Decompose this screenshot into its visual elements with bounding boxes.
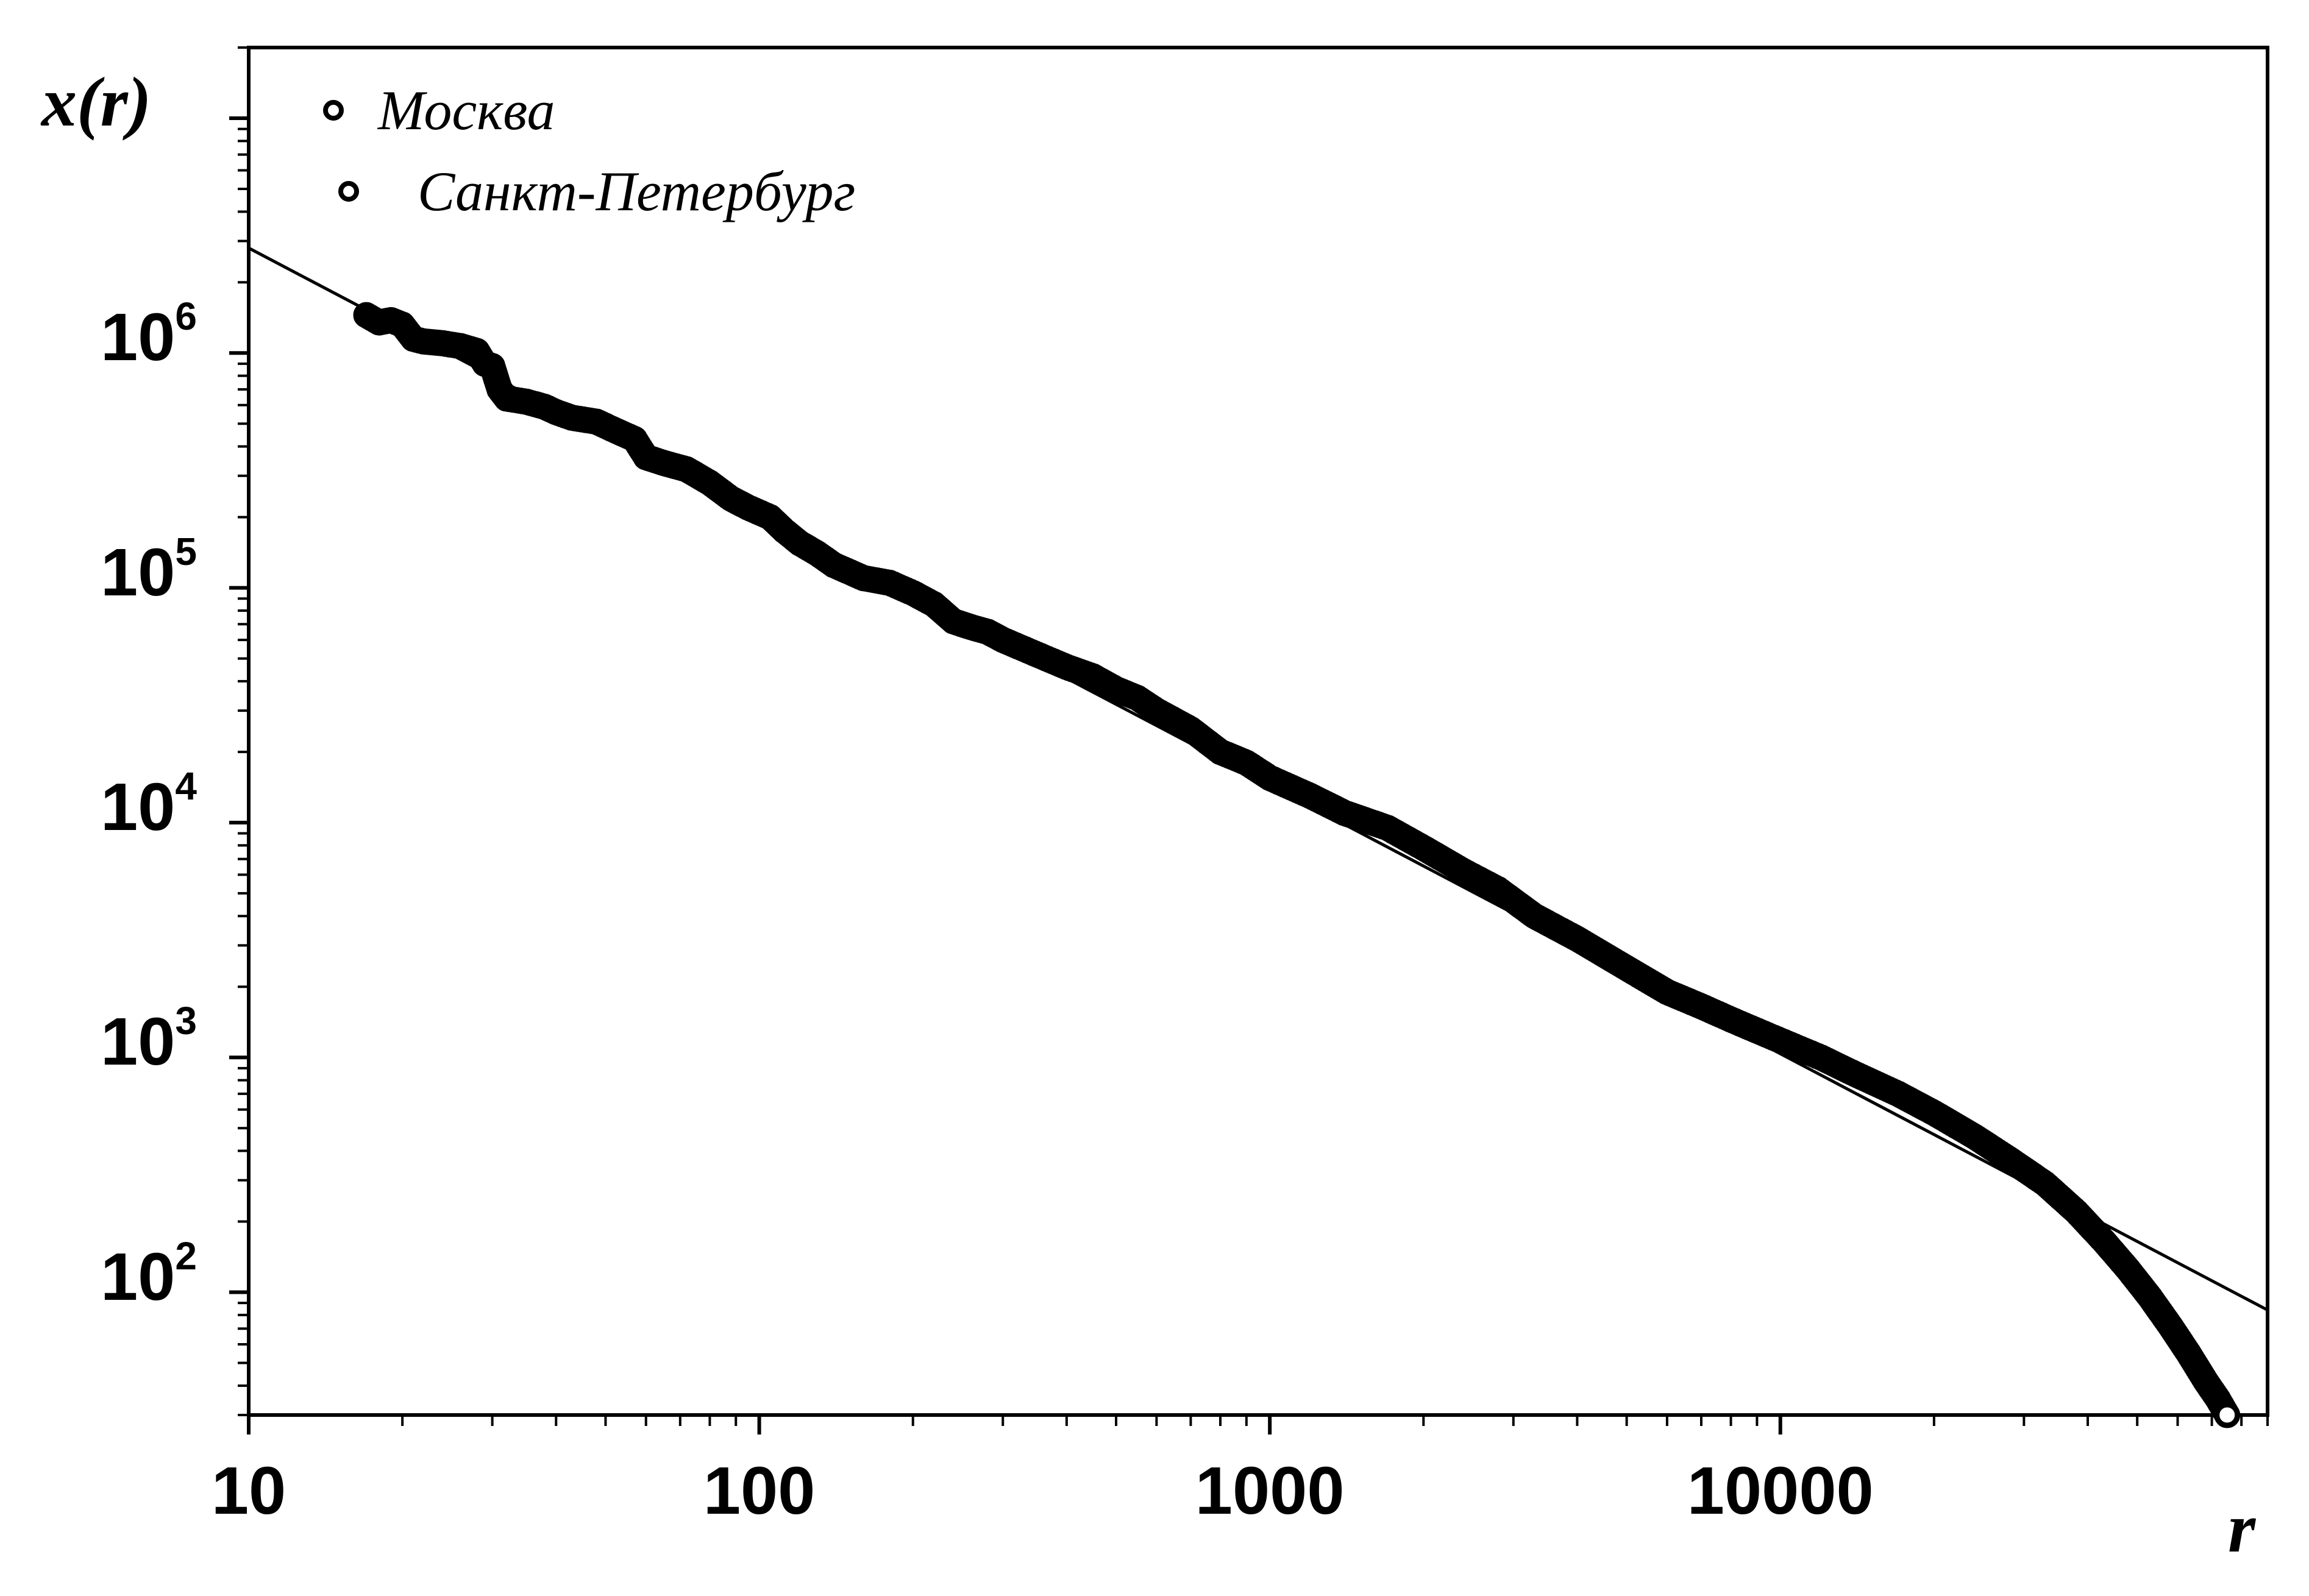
y-tick-exponent: 3 [175,999,197,1043]
data-point [2214,1402,2241,1428]
legend-label-spb: Санкт-Петербург [418,160,856,222]
y-tick-exponent: 4 [175,764,197,808]
data-points [353,302,2241,1428]
y-tick-exponent: 5 [175,529,197,573]
y-tick-base: 10 [101,769,176,845]
y-axis-title-paren: (r) [77,63,152,141]
x-tick-label: 10 [211,1453,286,1528]
axis-ticks [229,46,2269,1435]
y-tick-label: 103 [101,1001,197,1076]
y-tick-label: 105 [101,532,197,606]
y-tick-label: 106 [101,297,197,371]
y-axis-title-main: x [41,63,77,141]
x-tick-label: 1000 [1195,1453,1345,1528]
legend-marker-moscow [323,100,344,121]
legend-marker-spb [338,181,359,202]
y-axis-title: x(r) [41,67,151,138]
y-tick-exponent: 2 [175,1233,197,1278]
x-tick-label: 10000 [1687,1453,1874,1528]
y-tick-base: 10 [101,300,176,375]
legend-label-moscow: Москва [378,79,555,141]
x-axis-title: r [2228,1489,2256,1567]
plot-frame [247,46,2269,1417]
y-tick-label: 104 [101,767,197,841]
y-tick-label: 102 [101,1236,197,1311]
legend-item-spb: Санкт-Петербург [338,163,855,219]
y-tick-base: 10 [101,1239,176,1314]
legend-item-moscow: Москва [323,82,555,138]
y-tick-exponent: 6 [175,294,197,339]
x-tick-label: 100 [703,1453,816,1528]
y-tick-base: 10 [101,534,176,610]
y-tick-base: 10 [101,1004,176,1080]
